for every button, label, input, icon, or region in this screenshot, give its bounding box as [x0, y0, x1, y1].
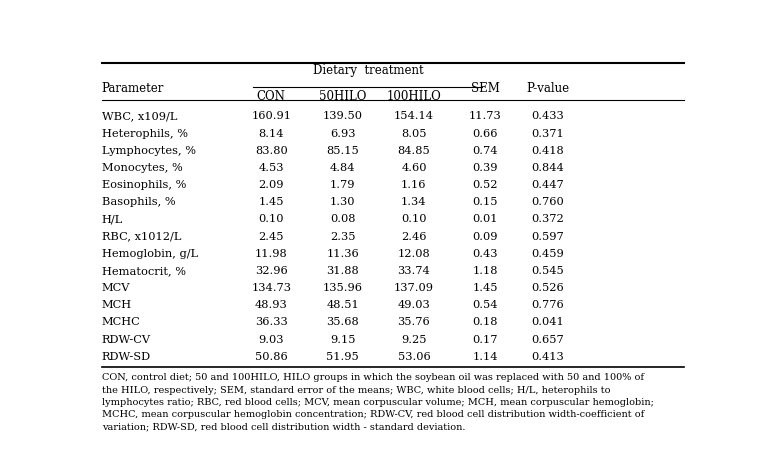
Text: 85.15: 85.15 — [326, 146, 359, 156]
Text: 160.91: 160.91 — [252, 111, 291, 121]
Text: 0.18: 0.18 — [472, 318, 498, 327]
Text: 2.35: 2.35 — [330, 232, 355, 242]
Text: 0.418: 0.418 — [532, 146, 564, 156]
Text: 51.95: 51.95 — [326, 352, 359, 362]
Text: 48.93: 48.93 — [255, 300, 288, 310]
Text: RBC, x1012/L: RBC, x1012/L — [102, 232, 181, 242]
Text: 32.96: 32.96 — [255, 266, 288, 276]
Text: Basophils, %: Basophils, % — [102, 197, 176, 207]
Text: 36.33: 36.33 — [255, 318, 288, 327]
Text: 134.73: 134.73 — [252, 283, 291, 293]
Text: 0.413: 0.413 — [532, 352, 564, 362]
Text: 0.447: 0.447 — [532, 180, 564, 190]
Text: 4.53: 4.53 — [258, 163, 284, 173]
Text: 0.372: 0.372 — [532, 214, 564, 224]
Text: Eosinophils, %: Eosinophils, % — [102, 180, 186, 190]
Text: 0.08: 0.08 — [330, 214, 355, 224]
Text: 0.597: 0.597 — [532, 232, 564, 242]
Text: 135.96: 135.96 — [323, 283, 363, 293]
Text: 49.03: 49.03 — [397, 300, 430, 310]
Text: MCHC: MCHC — [102, 318, 140, 327]
Text: 0.760: 0.760 — [532, 197, 564, 207]
Text: 33.74: 33.74 — [397, 266, 430, 276]
Text: 8.14: 8.14 — [258, 128, 284, 138]
Text: Hematocrit, %: Hematocrit, % — [102, 266, 186, 276]
Text: 50.86: 50.86 — [255, 352, 288, 362]
Text: 11.73: 11.73 — [469, 111, 502, 121]
Text: 100HILO: 100HILO — [387, 90, 441, 103]
Text: MCV: MCV — [102, 283, 130, 293]
Text: SEM: SEM — [471, 82, 499, 95]
Text: WBC, x109/L: WBC, x109/L — [102, 111, 177, 121]
Text: 2.09: 2.09 — [258, 180, 284, 190]
Text: 1.45: 1.45 — [472, 283, 498, 293]
Text: 0.545: 0.545 — [532, 266, 564, 276]
Text: 0.459: 0.459 — [532, 249, 564, 259]
Text: 2.46: 2.46 — [401, 232, 426, 242]
Text: 0.17: 0.17 — [472, 334, 498, 344]
Text: 1.16: 1.16 — [401, 180, 426, 190]
Text: 53.06: 53.06 — [397, 352, 430, 362]
Text: 6.93: 6.93 — [330, 128, 355, 138]
Text: CON, control diet; 50 and 100HILO, HILO groups in which the soybean oil was repl: CON, control diet; 50 and 100HILO, HILO … — [102, 374, 653, 431]
Text: 2.45: 2.45 — [258, 232, 284, 242]
Text: 0.15: 0.15 — [472, 197, 498, 207]
Text: 83.80: 83.80 — [255, 146, 288, 156]
Text: 12.08: 12.08 — [397, 249, 430, 259]
Text: 11.36: 11.36 — [326, 249, 359, 259]
Text: 0.66: 0.66 — [472, 128, 498, 138]
Text: 0.39: 0.39 — [472, 163, 498, 173]
Text: 1.79: 1.79 — [330, 180, 355, 190]
Text: 4.60: 4.60 — [401, 163, 426, 173]
Text: 48.51: 48.51 — [326, 300, 359, 310]
Text: CON: CON — [257, 90, 285, 103]
Text: MCH: MCH — [102, 300, 132, 310]
Text: 50HILO: 50HILO — [319, 90, 367, 103]
Text: 31.88: 31.88 — [326, 266, 359, 276]
Text: Parameter: Parameter — [102, 82, 164, 95]
Text: Monocytes, %: Monocytes, % — [102, 163, 183, 173]
Text: 11.98: 11.98 — [255, 249, 288, 259]
Text: RDW-SD: RDW-SD — [102, 352, 151, 362]
Text: 0.09: 0.09 — [472, 232, 498, 242]
Text: RDW-CV: RDW-CV — [102, 334, 151, 344]
Text: 0.01: 0.01 — [472, 214, 498, 224]
Text: 84.85: 84.85 — [397, 146, 430, 156]
Text: P-value: P-value — [526, 82, 569, 95]
Text: 0.10: 0.10 — [401, 214, 426, 224]
Text: 0.041: 0.041 — [532, 318, 564, 327]
Text: 1.18: 1.18 — [472, 266, 498, 276]
Text: Hemoglobin, g/L: Hemoglobin, g/L — [102, 249, 198, 259]
Text: 0.52: 0.52 — [472, 180, 498, 190]
Text: 9.03: 9.03 — [258, 334, 284, 344]
Text: 154.14: 154.14 — [394, 111, 434, 121]
Text: 1.14: 1.14 — [472, 352, 498, 362]
Text: 8.05: 8.05 — [401, 128, 426, 138]
Text: 0.10: 0.10 — [258, 214, 284, 224]
Text: 0.844: 0.844 — [532, 163, 564, 173]
Text: 0.54: 0.54 — [472, 300, 498, 310]
Text: 0.657: 0.657 — [532, 334, 564, 344]
Text: 1.30: 1.30 — [330, 197, 355, 207]
Text: 0.371: 0.371 — [532, 128, 564, 138]
Text: 1.45: 1.45 — [258, 197, 284, 207]
Text: 9.25: 9.25 — [401, 334, 426, 344]
Text: 35.76: 35.76 — [397, 318, 430, 327]
Text: 0.526: 0.526 — [532, 283, 564, 293]
Text: 0.776: 0.776 — [532, 300, 564, 310]
Text: H/L: H/L — [102, 214, 123, 224]
Text: 35.68: 35.68 — [326, 318, 359, 327]
Text: 0.43: 0.43 — [472, 249, 498, 259]
Text: Lymphocytes, %: Lymphocytes, % — [102, 146, 196, 156]
Text: 137.09: 137.09 — [394, 283, 434, 293]
Text: 1.34: 1.34 — [401, 197, 426, 207]
Text: 9.15: 9.15 — [330, 334, 355, 344]
Text: 139.50: 139.50 — [323, 111, 363, 121]
Text: Dietary  treatment: Dietary treatment — [312, 64, 423, 77]
Text: Heterophils, %: Heterophils, % — [102, 128, 188, 138]
Text: 0.74: 0.74 — [472, 146, 498, 156]
Text: 0.433: 0.433 — [532, 111, 564, 121]
Text: 4.84: 4.84 — [330, 163, 355, 173]
